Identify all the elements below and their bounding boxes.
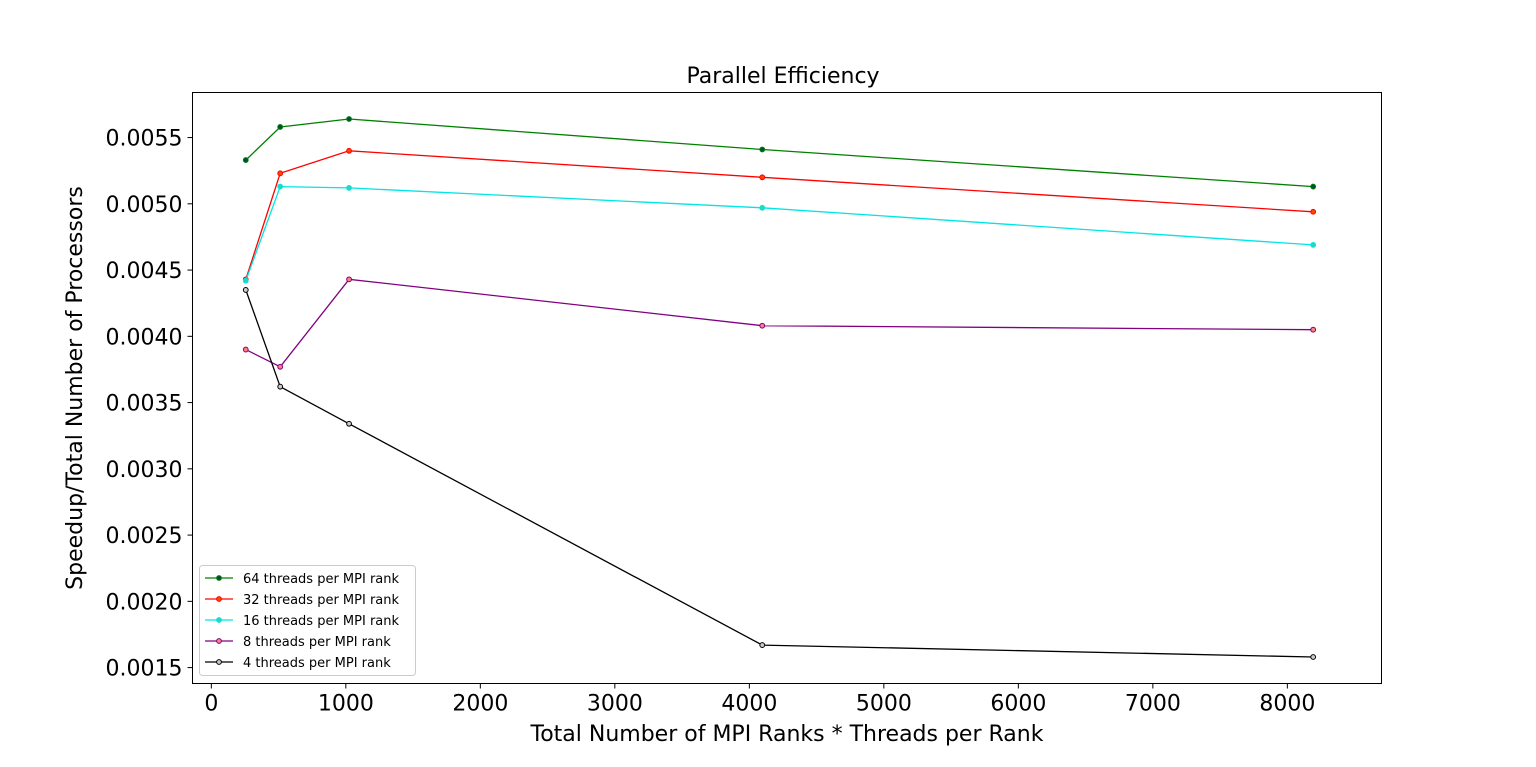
y-tick-label: 0.0030 (106, 458, 183, 483)
series-3 (242, 276, 1317, 370)
x-axis: 0 1000 2000 3000 4000 5000 6000 7000 8000 (204, 683, 1315, 717)
series-4 (242, 287, 1317, 660)
series-line (245, 150, 1314, 280)
legend-item: 4 threads per MPI rank (205, 656, 391, 671)
x-tick-label: 5000 (856, 692, 912, 717)
data-point (242, 287, 249, 293)
data-point (277, 124, 284, 130)
x-tick-label: 0 (204, 692, 218, 717)
y-tick-label: 0.0015 (106, 657, 183, 682)
y-tick-label: 0.0055 (106, 127, 183, 152)
data-point (346, 276, 352, 283)
data-point (1310, 241, 1317, 248)
legend-marker (216, 596, 222, 602)
legend-label: 16 threads per MPI rank (243, 614, 399, 629)
series-0 (242, 116, 1317, 190)
data-point (346, 420, 352, 427)
data-point (1310, 326, 1317, 333)
legend-label: 4 threads per MPI rank (243, 656, 391, 671)
legend-marker (216, 659, 222, 665)
data-point (759, 204, 766, 211)
x-tick-label: 3000 (587, 692, 643, 717)
data-point (1310, 654, 1317, 660)
x-axis-label: Total Number of MPI Ranks * Threads per … (530, 722, 1044, 747)
data-point (346, 116, 352, 122)
plot-frame (192, 92, 1382, 684)
legend: 64 threads per MPI rank 32 threads per MP… (199, 565, 416, 676)
data-point (242, 346, 249, 353)
y-tick-label: 0.0050 (106, 193, 183, 218)
y-tick-label: 0.0040 (106, 325, 183, 350)
plot-area (242, 116, 1317, 660)
series-line (245, 278, 1314, 368)
data-point (242, 157, 249, 163)
data-point (759, 322, 766, 329)
y-tick-label: 0.0035 (106, 392, 183, 417)
series-2 (242, 183, 1317, 284)
data-point (346, 185, 352, 191)
series-line (245, 185, 1314, 281)
y-axis: 0.0015 0.0020 0.0025 0.0030 0.0035 0.0040 0.00… (106, 127, 193, 682)
data-point (277, 170, 284, 177)
y-tick-label: 0.0025 (106, 524, 183, 549)
data-point (242, 277, 249, 284)
data-point (1310, 183, 1317, 190)
legend-label: 64 threads per MPI rank (243, 572, 399, 587)
legend-label: 32 threads per MPI rank (243, 593, 399, 608)
legend-box (199, 565, 416, 676)
data-point (759, 642, 766, 648)
data-point (1310, 208, 1317, 215)
data-point (759, 174, 766, 181)
data-point (346, 147, 352, 154)
legend-item: 8 threads per MPI rank (205, 635, 391, 650)
y-tick-label: 0.0045 (106, 259, 183, 284)
data-point (277, 383, 284, 390)
legend-item: 16 threads per MPI rank (205, 614, 399, 629)
x-tick-label: 7000 (1125, 692, 1181, 717)
x-tick-label: 6000 (990, 692, 1046, 717)
legend-marker (216, 617, 222, 623)
chart-title: Parallel Efficiency (686, 64, 879, 89)
x-tick-label: 1000 (318, 692, 374, 717)
x-tick-label: 4000 (721, 692, 777, 717)
series-1 (242, 147, 1317, 283)
x-tick-label: 2000 (452, 692, 508, 717)
data-point (759, 146, 766, 153)
legend-marker (216, 638, 222, 644)
y-tick-label: 0.0020 (106, 590, 183, 615)
data-point (277, 183, 284, 190)
legend-item: 64 threads per MPI rank (205, 572, 399, 587)
x-tick-label: 8000 (1259, 692, 1315, 717)
y-axis-label: Speedup/Total Number of Processors (63, 186, 88, 590)
legend-label: 8 threads per MPI rank (243, 635, 391, 650)
legend-marker (216, 575, 222, 581)
data-point (277, 363, 284, 370)
legend-item: 32 threads per MPI rank (205, 593, 399, 608)
series-line (245, 118, 1314, 188)
